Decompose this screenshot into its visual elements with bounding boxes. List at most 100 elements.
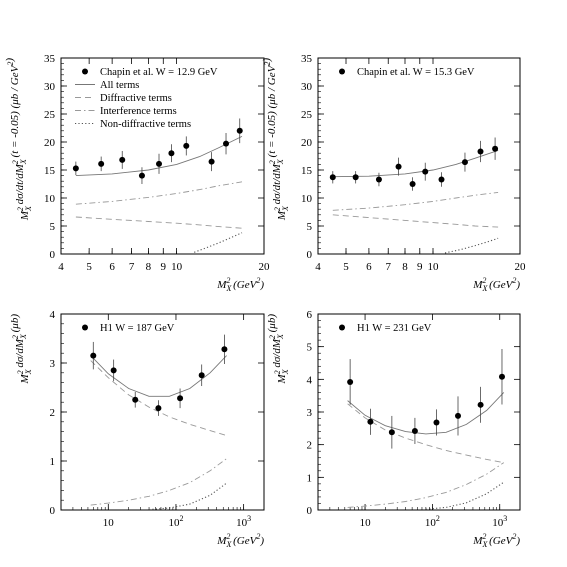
x-tick-label: 20 xyxy=(515,261,527,273)
x-tick-label: 102 xyxy=(425,514,440,529)
x-axis-label: MX2 (GeV2) xyxy=(216,532,264,549)
x-tick-label: 4 xyxy=(58,261,64,273)
data-point xyxy=(119,156,126,163)
data-point xyxy=(198,372,205,379)
y-tick-label: 25 xyxy=(301,109,313,121)
curve-solid xyxy=(332,149,499,178)
legend-entry: Diffractive terms xyxy=(100,93,172,104)
y-tick-label: 10 xyxy=(44,193,56,205)
data-point xyxy=(90,352,97,359)
curve-dashdot xyxy=(90,458,227,506)
data-point xyxy=(367,418,374,425)
data-point xyxy=(98,160,105,167)
data-point xyxy=(138,172,145,179)
plot-frame xyxy=(317,57,521,255)
y-tick-label: 25 xyxy=(44,109,56,121)
data-point xyxy=(155,405,162,412)
legend-entry: Chapin et al. W = 15.3 GeV xyxy=(357,67,475,78)
data-point xyxy=(183,142,190,149)
y-axis-label: MX2 dσ/dMX2 (μb) xyxy=(9,314,33,385)
legend-entry: All terms xyxy=(100,80,139,91)
y-tick-label: 2 xyxy=(307,440,313,452)
data-point xyxy=(433,419,440,426)
data-point xyxy=(438,176,445,183)
legend-entry: H1 W = 187 GeV xyxy=(100,323,175,334)
data-point xyxy=(221,346,228,353)
data-point xyxy=(352,174,359,181)
y-tick-label: 2 xyxy=(50,407,56,419)
curve-dotted xyxy=(425,481,505,510)
data-point xyxy=(477,148,484,155)
data-point xyxy=(492,145,499,152)
x-tick-label: 5 xyxy=(86,261,92,273)
x-tick-label: 20 xyxy=(259,261,271,273)
x-tick-label: 10 xyxy=(428,261,440,273)
x-tick-label: 10 xyxy=(103,517,115,529)
panel-top-left: 0 5 10 15 20 25 30 35 4 5 6 7 8 9 10 20 Chapin et al. W … xyxy=(4,53,270,293)
curve-dashed xyxy=(332,214,499,228)
x-tick-label: 102 xyxy=(168,514,183,529)
curve-solid xyxy=(347,392,505,435)
y-tick-label: 0 xyxy=(307,505,313,517)
data-point xyxy=(156,160,163,167)
curve-dotted xyxy=(444,237,499,254)
legend-entry: H1 W = 231 GeV xyxy=(357,323,432,334)
x-axis-label: MX2 (GeV2) xyxy=(472,276,520,293)
data-point xyxy=(411,427,418,434)
data-point xyxy=(388,429,395,436)
y-tick-label: 0 xyxy=(307,249,313,261)
x-tick-label: 103 xyxy=(492,514,507,529)
x-tick-label: 6 xyxy=(366,261,372,273)
y-tick-label: 0 xyxy=(50,505,56,517)
curve-dashed xyxy=(75,216,243,229)
data-point xyxy=(375,176,382,183)
y-tick-label: 1 xyxy=(50,456,56,468)
y-axis-label: MX2 dσ/dt/dMX2 (t = -0.05) (μb / GeV2) xyxy=(261,58,290,221)
curve-dashdot xyxy=(75,181,243,205)
data-point xyxy=(461,159,468,166)
x-tick-label: 10 xyxy=(171,261,183,273)
data-point xyxy=(132,396,139,403)
y-axis-label: MX2 dσ/dt/dMX2 (t = -0.05) (μb / GeV2) xyxy=(4,58,33,221)
x-tick-label: 7 xyxy=(385,261,391,273)
y-tick-label: 5 xyxy=(307,342,313,354)
y-tick-label: 5 xyxy=(307,221,313,233)
curve-solid xyxy=(90,355,227,397)
y-tick-label: 0 xyxy=(50,249,56,261)
legend-marker xyxy=(82,324,88,331)
data-point xyxy=(223,140,230,147)
x-tick-label: 10 xyxy=(360,517,372,529)
curve-dotted xyxy=(194,232,243,253)
y-tick-label: 3 xyxy=(307,407,313,419)
y-tick-label: 35 xyxy=(301,53,313,65)
y-tick-label: 4 xyxy=(307,374,313,386)
data-point xyxy=(168,150,175,157)
legend-marker xyxy=(339,68,345,75)
x-tick-label: 8 xyxy=(146,261,152,273)
y-tick-label: 5 xyxy=(50,221,56,233)
data-point xyxy=(208,158,215,165)
x-tick-label: 9 xyxy=(161,261,167,273)
y-tick-label: 15 xyxy=(44,165,56,177)
y-tick-label: 6 xyxy=(307,309,313,321)
y-tick-label: 3 xyxy=(50,358,56,370)
x-tick-label: 8 xyxy=(402,261,408,273)
data-point xyxy=(454,412,461,419)
x-axis-label: MX2 (GeV2) xyxy=(216,276,264,293)
x-tick-label: 9 xyxy=(417,261,423,273)
y-tick-label: 10 xyxy=(301,193,313,205)
y-tick-label: 20 xyxy=(44,137,56,149)
plot-frame xyxy=(317,313,521,511)
data-point xyxy=(409,181,416,187)
x-tick-label: 4 xyxy=(315,261,321,273)
data-point xyxy=(329,174,336,181)
y-tick-label: 1 xyxy=(307,472,313,484)
data-point xyxy=(110,367,117,374)
x-tick-label: 6 xyxy=(109,261,115,273)
x-tick-label: 103 xyxy=(236,514,251,529)
x-tick-label: 7 xyxy=(129,261,135,273)
curve-solid xyxy=(75,135,243,177)
legend-marker xyxy=(339,324,345,331)
legend-entry: Non-diffractive terms xyxy=(100,119,191,130)
